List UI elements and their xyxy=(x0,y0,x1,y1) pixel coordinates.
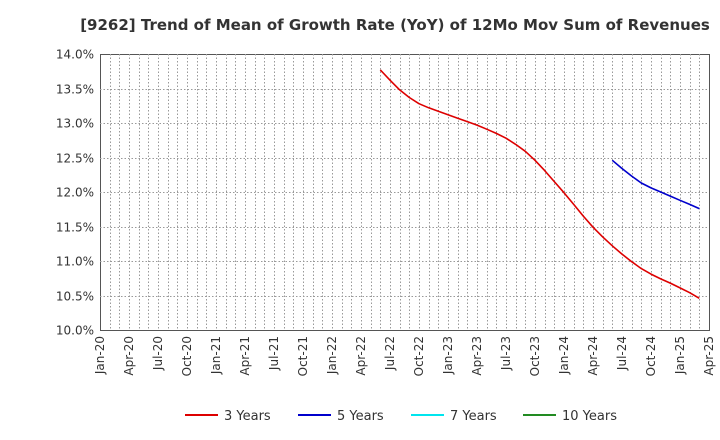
x-tick-label: Apr-20 xyxy=(122,336,136,376)
x-tick-label: Oct-22 xyxy=(412,336,426,376)
x-tick-label: Jul-23 xyxy=(499,336,513,371)
legend-label-7-years: 7 Years xyxy=(450,409,497,424)
series-lines xyxy=(379,69,700,299)
x-tick-label: Oct-21 xyxy=(296,336,310,376)
x-tick-label: Apr-24 xyxy=(586,336,600,376)
x-tick-label: Jan-20 xyxy=(93,336,107,375)
y-tick-label: 13.5% xyxy=(56,83,94,97)
legend-label-10-years: 10 Years xyxy=(562,409,617,424)
x-tick-label: Apr-21 xyxy=(238,336,252,376)
y-tick-label: 11.5% xyxy=(56,221,94,235)
y-tick-label: 14.0% xyxy=(56,48,94,62)
series-line-5-years xyxy=(611,159,700,210)
y-tick-label: 13.0% xyxy=(56,117,94,131)
x-axis-ticks: Jan-20 Apr-20 Jul-20 Oct-20 Jan-21 Apr-21 Jul-… xyxy=(93,336,716,376)
x-tick-label: Jan-23 xyxy=(441,336,455,375)
legend-label-5-years: 5 Years xyxy=(337,409,384,424)
x-tick-label: Jul-20 xyxy=(151,336,165,371)
x-tick-label: Jan-25 xyxy=(673,336,687,375)
x-tick-label: Jul-24 xyxy=(615,336,629,371)
x-tick-label: Apr-25 xyxy=(702,336,716,376)
horizontal-gridlines xyxy=(100,89,709,297)
chart-title: [9262] Trend of Mean of Growth Rate (YoY… xyxy=(80,16,710,34)
series-line-3-years xyxy=(379,69,700,299)
x-tick-label: Jan-21 xyxy=(209,336,223,375)
x-tick-label: Oct-24 xyxy=(644,336,658,376)
x-tick-label: Oct-23 xyxy=(528,336,542,376)
y-tick-label: 12.5% xyxy=(56,152,94,166)
vertical-gridlines xyxy=(110,54,700,330)
y-axis-ticks: 10.0% 10.5% 11.0% 11.5% 12.0% 12.5% 13.0% 13.5%… xyxy=(56,48,94,338)
x-tick-label: Oct-20 xyxy=(180,336,194,376)
y-tick-label: 10.5% xyxy=(56,290,94,304)
x-tick-label: Jul-22 xyxy=(383,336,397,371)
x-tick-label: Jan-24 xyxy=(557,336,571,375)
y-tick-label: 11.0% xyxy=(56,255,94,269)
legend: 3 Years 5 Years 7 Years 10 Years xyxy=(185,409,617,424)
x-tick-label: Jul-21 xyxy=(267,336,281,371)
x-tick-label: Apr-22 xyxy=(354,336,368,376)
y-tick-label: 12.0% xyxy=(56,186,94,200)
legend-label-3-years: 3 Years xyxy=(224,409,271,424)
x-tick-label: Jan-22 xyxy=(325,336,339,375)
y-tick-label: 10.0% xyxy=(56,324,94,338)
x-tick-label: Apr-23 xyxy=(470,336,484,376)
